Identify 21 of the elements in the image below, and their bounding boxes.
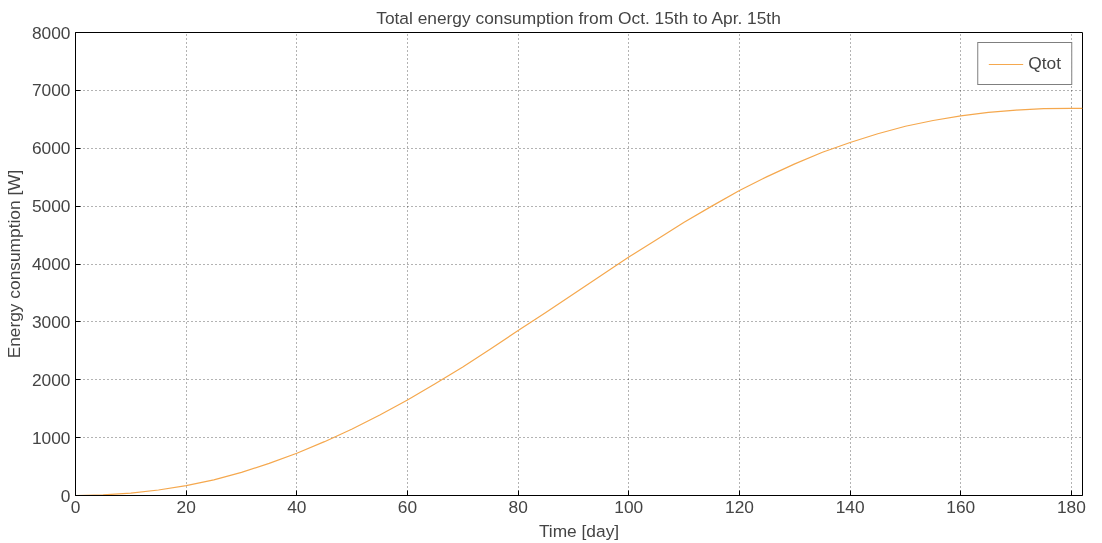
chart-title: Total energy consumption from Oct. 15th to Apr. 15th <box>376 7 781 28</box>
x-tick-label: 180 <box>1056 496 1086 517</box>
x-tick-label: 40 <box>287 496 307 517</box>
y-axis-title: Energy consumption [W] <box>3 169 24 359</box>
x-tick-label: 160 <box>946 496 976 517</box>
x-tick-label: 80 <box>508 496 528 517</box>
x-axis-title: Time [day] <box>538 520 620 541</box>
y-tick-label: 8000 <box>31 22 71 43</box>
x-tick-label: 100 <box>614 496 644 517</box>
y-tick-label: 4000 <box>31 254 71 274</box>
x-tick-label: 140 <box>835 496 865 517</box>
x-tick-label: 60 <box>397 496 418 517</box>
y-tick-label: 7000 <box>31 80 71 101</box>
x-tick-label: 20 <box>176 496 196 517</box>
y-tick-label: 6000 <box>31 138 71 159</box>
y-tick-label: 5000 <box>31 196 71 217</box>
x-tick-label: 120 <box>725 496 754 517</box>
legend-label: Qtot <box>1028 53 1061 74</box>
y-tick-label: 1000 <box>31 427 71 448</box>
y-tick-label: 2000 <box>31 369 71 390</box>
y-tick-label: 3000 <box>31 311 71 332</box>
